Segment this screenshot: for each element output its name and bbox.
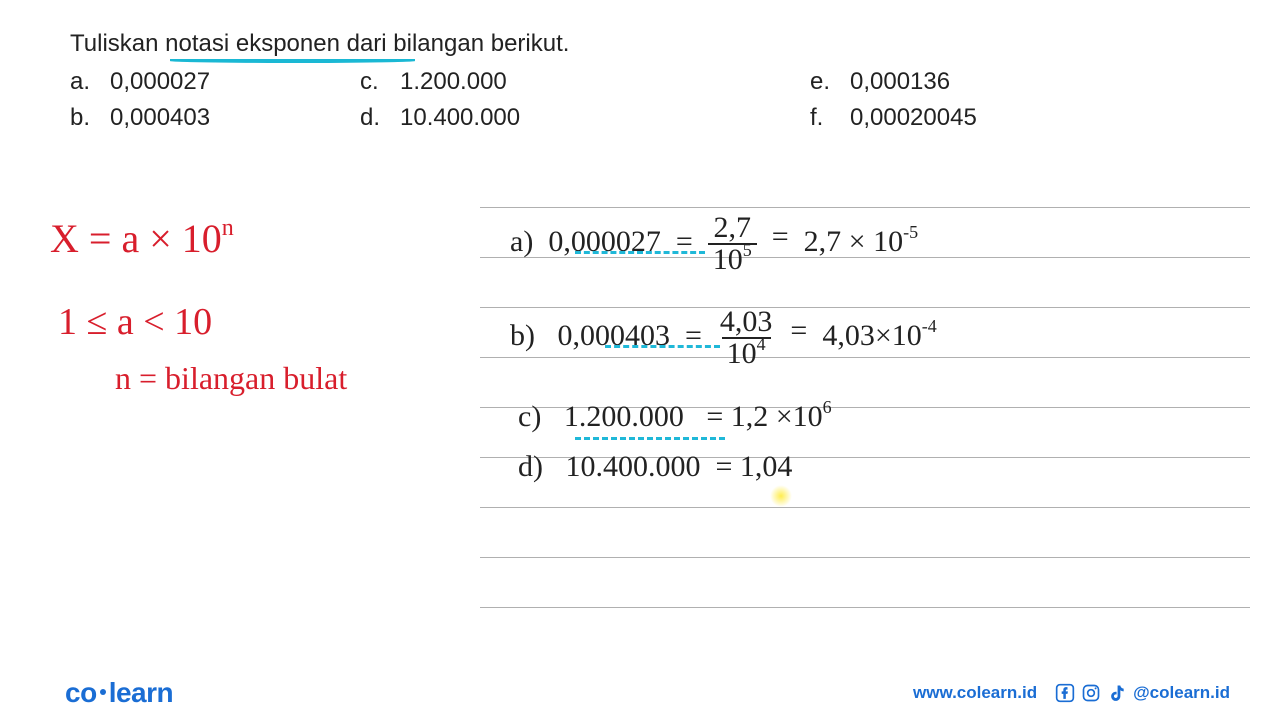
answer-label: c): [518, 400, 541, 433]
column-1: a. 0,000027 b. 0,000403: [70, 64, 360, 136]
item-d: d. 10.400.000: [360, 100, 810, 136]
footer-right: www.colearn.id @colearn.id: [913, 683, 1230, 703]
eq-result: = 1,2 ×10: [706, 400, 822, 433]
question-area: Tuliskan notasi eksponen dari bilangan b…: [0, 0, 1280, 146]
cyan-dash-b: [605, 345, 720, 348]
item-value: 10.400.000: [400, 100, 520, 136]
column-2: c. 1.200.000 d. 10.400.000: [360, 64, 810, 136]
result-base: 4,03×10: [822, 319, 921, 352]
handwriting-area: X = a × 10n 1 ≤ a < 10 n = bilangan bula…: [0, 195, 1280, 635]
facebook-icon: [1055, 683, 1075, 703]
footer-url: www.colearn.id: [913, 683, 1037, 703]
note-text: n = bilangan bulat: [115, 360, 347, 397]
logo-dot-icon: [100, 689, 106, 695]
answer-d: d) 10.400.000 = 1,04: [518, 450, 792, 484]
ruled-line: [480, 507, 1250, 508]
fraction-a: 2,7 105: [708, 213, 757, 275]
logo-part2: learn: [109, 677, 173, 708]
frac-num: 2,7: [710, 213, 754, 243]
ruled-line: [480, 607, 1250, 608]
item-letter: b.: [70, 100, 110, 136]
answer-label: d): [518, 450, 543, 483]
logo: colearn: [65, 677, 173, 709]
formula-text: X = a × 10: [50, 216, 222, 261]
footer: colearn www.colearn.id @colearn.id: [0, 665, 1280, 720]
answer-a: a) 0,000027 = 2,7 105 = 2,7 × 10-5: [510, 213, 918, 275]
cyan-dash-a: [575, 251, 705, 254]
social-handle: @colearn.id: [1133, 683, 1230, 703]
item-value: 1.200.000: [400, 64, 507, 100]
answer-c: c) 1.200.000 = 1,2 ×106: [518, 400, 832, 434]
title-underline: [170, 59, 415, 63]
fraction-b: 4,03 104: [717, 307, 776, 369]
item-letter: f.: [810, 100, 850, 136]
formula-definition: X = a × 10n: [50, 215, 234, 262]
column-3: e. 0,000136 f. 0,00020045: [810, 64, 1060, 136]
logo-part1: co: [65, 677, 97, 708]
eq: =: [772, 220, 789, 253]
item-letter: a.: [70, 64, 110, 100]
item-value: 0,00020045: [850, 100, 977, 136]
item-f: f. 0,00020045: [810, 100, 1060, 136]
item-letter: e.: [810, 64, 850, 100]
item-value: 0,000027: [110, 64, 210, 100]
cyan-dash-c: [575, 437, 725, 440]
answer-label: b): [510, 319, 535, 352]
answer-input: 10.400.000: [566, 450, 701, 483]
item-e: e. 0,000136: [810, 64, 1060, 100]
result-exp: -5: [903, 222, 918, 242]
question-items: a. 0,000027 b. 0,000403 c. 1.200.000 d. …: [70, 64, 1210, 136]
frac-den: 105: [708, 243, 757, 275]
title-text: Tuliskan notasi eksponen dari bilangan b…: [70, 30, 569, 57]
frac-num: 4,03: [717, 307, 776, 337]
instagram-icon: [1081, 683, 1101, 703]
constraint-text: 1 ≤ a < 10: [58, 300, 212, 344]
item-value: 0,000136: [850, 64, 950, 100]
result-base: 2,7 × 10: [804, 225, 903, 258]
item-value: 0,000403: [110, 100, 210, 136]
item-b: b. 0,000403: [70, 100, 360, 136]
tiktok-icon: [1107, 683, 1127, 703]
frac-den: 104: [722, 337, 771, 369]
item-a: a. 0,000027: [70, 64, 360, 100]
result-exp: -4: [922, 316, 937, 336]
result-exp: 6: [823, 397, 832, 417]
answer-input: 1.200.000: [564, 400, 684, 433]
ruled-line: [480, 207, 1250, 208]
item-letter: d.: [360, 100, 400, 136]
item-letter: c.: [360, 64, 400, 100]
pointer-highlight: [770, 485, 792, 507]
answer-label: a): [510, 225, 533, 258]
formula-exp: n: [222, 215, 234, 241]
eq: =: [790, 314, 807, 347]
ruled-line: [480, 557, 1250, 558]
eq-result: = 1,04: [716, 450, 793, 483]
social-links: @colearn.id: [1055, 683, 1230, 703]
item-c: c. 1.200.000: [360, 64, 810, 100]
question-title: Tuliskan notasi eksponen dari bilangan b…: [70, 30, 1210, 58]
answer-b: b) 0,000403 = 4,03 104 = 4,03×10-4: [510, 307, 937, 369]
